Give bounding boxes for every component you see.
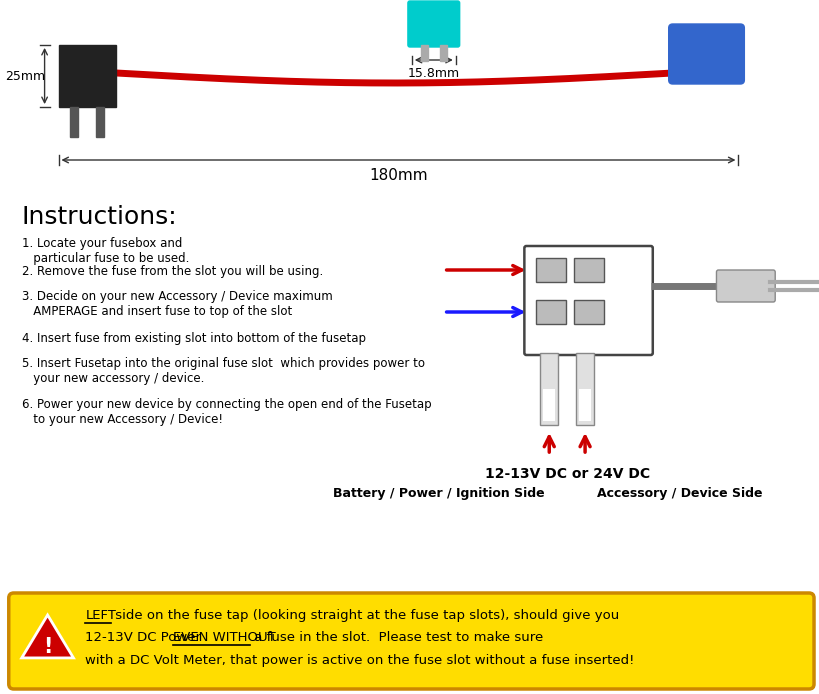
Text: side on the fuse tap (looking straight at the fuse tap slots), should give you: side on the fuse tap (looking straight a…	[111, 609, 619, 622]
Text: 12-13V DC or 24V DC: 12-13V DC or 24V DC	[485, 467, 649, 481]
Text: with a DC Volt Meter, that power is active on the fuse slot without a fuse inser: with a DC Volt Meter, that power is acti…	[85, 654, 635, 667]
FancyBboxPatch shape	[408, 1, 459, 47]
Bar	[543, 389, 555, 421]
Text: 12-13V DC Power: 12-13V DC Power	[85, 631, 206, 644]
Text: 15.8mm: 15.8mm	[408, 67, 459, 80]
Text: 1. Locate your fusebox and
   particular fuse to be used.: 1. Locate your fusebox and particular fu…	[22, 237, 189, 265]
Bar	[574, 300, 604, 324]
Text: Battery / Power / Ignition Side: Battery / Power / Ignition Side	[333, 487, 545, 500]
Bar	[58, 45, 116, 107]
Bar	[440, 45, 446, 61]
Text: !: !	[43, 637, 52, 657]
Bar	[97, 107, 104, 137]
Text: a fuse in the slot.  Please test to make sure: a fuse in the slot. Please test to make …	[250, 631, 543, 644]
Text: Instructions:: Instructions:	[22, 205, 178, 229]
Bar	[536, 258, 566, 282]
Text: 25mm: 25mm	[5, 69, 45, 83]
FancyBboxPatch shape	[9, 593, 814, 689]
Bar	[541, 353, 559, 425]
Bar	[579, 389, 591, 421]
Text: Accessory / Device Side: Accessory / Device Side	[597, 487, 762, 500]
Text: 6. Power your new device by connecting the open end of the Fusetap
   to your ne: 6. Power your new device by connecting t…	[22, 398, 432, 426]
FancyBboxPatch shape	[717, 270, 776, 302]
Polygon shape	[22, 615, 74, 658]
Text: EVEN WITHOUT: EVEN WITHOUT	[173, 631, 276, 644]
Bar	[421, 45, 428, 61]
Text: 4. Insert fuse from existing slot into bottom of the fusetap: 4. Insert fuse from existing slot into b…	[22, 332, 366, 345]
Text: 2. Remove the fuse from the slot you will be using.: 2. Remove the fuse from the slot you wil…	[22, 265, 323, 278]
FancyBboxPatch shape	[668, 24, 744, 84]
Bar	[536, 300, 566, 324]
Bar	[574, 258, 604, 282]
Text: 3. Decide on your new Accessory / Device maximum
   AMPERAGE and insert fuse to : 3. Decide on your new Accessory / Device…	[22, 290, 333, 318]
Bar	[70, 107, 79, 137]
Text: 180mm: 180mm	[369, 167, 428, 183]
Text: 5. Insert Fusetap into the original fuse slot  which provides power to
   your n: 5. Insert Fusetap into the original fuse…	[22, 357, 425, 385]
Text: LEFT: LEFT	[85, 609, 116, 622]
FancyBboxPatch shape	[524, 246, 653, 355]
Bar	[576, 353, 594, 425]
